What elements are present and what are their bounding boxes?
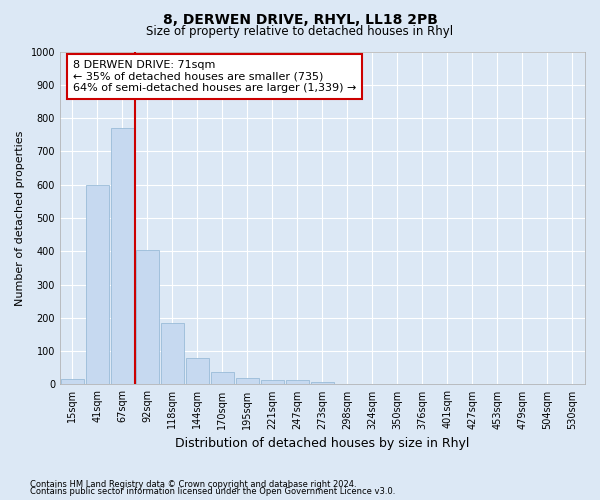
- X-axis label: Distribution of detached houses by size in Rhyl: Distribution of detached houses by size …: [175, 437, 470, 450]
- Bar: [261, 380, 284, 384]
- Bar: [61, 380, 83, 384]
- Text: Size of property relative to detached houses in Rhyl: Size of property relative to detached ho…: [146, 25, 454, 38]
- Bar: [136, 250, 158, 384]
- Bar: [211, 372, 233, 384]
- Bar: [111, 128, 134, 384]
- Text: 8 DERWEN DRIVE: 71sqm
← 35% of detached houses are smaller (735)
64% of semi-det: 8 DERWEN DRIVE: 71sqm ← 35% of detached …: [73, 60, 356, 93]
- Bar: [311, 382, 334, 384]
- Bar: [161, 323, 184, 384]
- Bar: [86, 184, 109, 384]
- Text: Contains HM Land Registry data © Crown copyright and database right 2024.: Contains HM Land Registry data © Crown c…: [30, 480, 356, 489]
- Bar: [236, 378, 259, 384]
- Bar: [186, 358, 209, 384]
- Bar: [286, 380, 309, 384]
- Text: Contains public sector information licensed under the Open Government Licence v3: Contains public sector information licen…: [30, 487, 395, 496]
- Y-axis label: Number of detached properties: Number of detached properties: [15, 130, 25, 306]
- Text: 8, DERWEN DRIVE, RHYL, LL18 2PB: 8, DERWEN DRIVE, RHYL, LL18 2PB: [163, 12, 437, 26]
